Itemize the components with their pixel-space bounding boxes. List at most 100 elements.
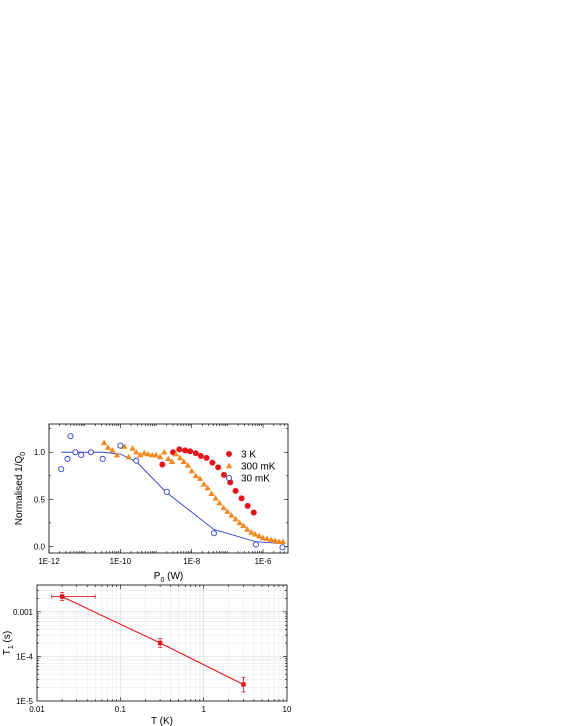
data-point-3k xyxy=(203,454,210,461)
data-point-300mk xyxy=(165,455,172,462)
top-chart-ticks: 1E-12 1E-10 1E-8 1E-6 0.0 0.5 1.0 xyxy=(34,424,289,566)
bottom-chart-frame xyxy=(36,584,288,702)
data-point-300mk xyxy=(279,538,287,545)
legend-label: 300 mK xyxy=(241,462,276,473)
data-point-300mk xyxy=(121,443,128,449)
data-point-3k xyxy=(250,509,257,516)
data-point-30mk xyxy=(252,541,259,548)
data-point-300mk xyxy=(220,504,227,511)
data-point-300mk xyxy=(113,451,121,458)
data-point-300mk xyxy=(236,519,243,526)
data-point-300mk xyxy=(228,512,235,518)
data-point-300mk xyxy=(208,490,215,496)
y-tick-label: 1E-4 xyxy=(16,652,33,661)
bottom-chart-panel: 0.01 0.1 1 10 1E-5 1E-4 0.001 T (K) T1 (s) xyxy=(2,584,292,726)
data-point-3k xyxy=(232,487,239,494)
x-tick-label: 10 xyxy=(283,705,292,714)
data-point-300mk xyxy=(129,445,136,451)
data-point-300mk xyxy=(100,439,108,446)
data-point-300mk xyxy=(196,475,204,481)
bottom-chart-grid xyxy=(37,585,287,701)
data-point-300mk xyxy=(144,450,152,457)
data-point-300mk xyxy=(256,532,263,539)
data-point-300mk xyxy=(248,528,255,535)
data-point-300mk xyxy=(104,444,112,450)
data-point-300mk xyxy=(224,508,231,514)
data-point-30mk xyxy=(87,449,95,456)
bottom-chart-ticks: 0.01 0.1 1 10 1E-5 1E-4 0.001 xyxy=(13,585,292,714)
data-point-30mk xyxy=(72,449,79,456)
data-point-30mk xyxy=(133,457,140,464)
data-point-3k xyxy=(182,447,189,454)
data-point-3k xyxy=(197,453,204,460)
data-point-300mk xyxy=(109,447,116,453)
y-tick-label: 1.0 xyxy=(34,448,46,457)
data-point-300mk xyxy=(161,448,168,455)
data-point-300mk xyxy=(216,499,223,506)
fit-line xyxy=(61,451,283,545)
data-point-300mk xyxy=(200,480,208,487)
data-point-300mk xyxy=(272,537,279,544)
data-point-300mk xyxy=(168,458,176,464)
y-tick-label: 0.5 xyxy=(34,495,46,504)
data-point-300mk xyxy=(172,450,180,457)
data-point-300mk xyxy=(156,453,164,460)
data-point xyxy=(59,594,65,599)
data-point-30mk xyxy=(117,442,124,449)
x-tick-label: 1E-12 xyxy=(38,557,60,566)
x-tick-label: 1E-10 xyxy=(110,557,132,566)
data-point-300mk xyxy=(152,451,160,458)
data-point-3k xyxy=(187,448,194,455)
legend-marker-30mk xyxy=(225,474,233,482)
top-chart-x-axis-label: P0 (W) xyxy=(154,571,183,584)
data-point-300mk xyxy=(244,526,251,532)
data-point-3k xyxy=(244,502,251,509)
data-point-300mk xyxy=(268,536,275,543)
x-tick-label: 1 xyxy=(201,705,206,714)
data-point-3k xyxy=(209,459,216,466)
data-point-300mk xyxy=(180,458,187,464)
data-point xyxy=(241,682,246,687)
x-tick-label: 0.01 xyxy=(29,705,45,714)
y-tick-label: 0.0 xyxy=(34,542,46,551)
x-tick-label: 1E-6 xyxy=(255,557,272,566)
data-point-300mk xyxy=(240,522,247,528)
data-point-300mk xyxy=(192,472,199,479)
data-point-300mk xyxy=(259,534,267,541)
legend-label: 30 mK xyxy=(241,474,270,485)
legend-marker-300mk xyxy=(225,462,233,469)
data-point-300mk xyxy=(176,454,184,461)
data-point-3k xyxy=(192,450,199,457)
data-point-300mk xyxy=(125,453,132,460)
data-point-300mk xyxy=(133,448,140,455)
data-point-3k xyxy=(159,461,166,468)
data-point-30mk xyxy=(78,452,85,459)
data-point-30mk xyxy=(67,433,74,440)
data-point-300mk xyxy=(184,462,192,468)
data-point-30mk xyxy=(64,455,71,462)
top-chart-frame xyxy=(48,423,289,554)
data-point-30mk xyxy=(210,530,217,537)
legend-marker-3k xyxy=(226,451,232,457)
data-point-300mk xyxy=(188,467,195,474)
x-tick-label: 0.1 xyxy=(115,705,127,714)
bottom-chart-x-axis-label: T (K) xyxy=(151,716,173,726)
data-point-300mk xyxy=(137,451,144,458)
data-point-300mk xyxy=(212,495,219,501)
data-point-300mk xyxy=(141,449,148,456)
data-point-30mk xyxy=(279,544,286,551)
data-point-300mk xyxy=(204,484,211,491)
data-point-300mk xyxy=(251,530,259,537)
data-point xyxy=(157,640,163,646)
y-tick-label: 1E-5 xyxy=(16,697,33,706)
data-point-3k xyxy=(238,495,245,502)
legend-label: 3 K xyxy=(241,450,256,461)
data-point-3k xyxy=(176,446,183,453)
bottom-chart-y-axis-label: T1 (s) xyxy=(2,631,15,655)
x-tick-label: 1E-8 xyxy=(183,557,200,566)
data-point-30mk xyxy=(163,488,170,495)
data-point-300mk xyxy=(232,515,239,522)
